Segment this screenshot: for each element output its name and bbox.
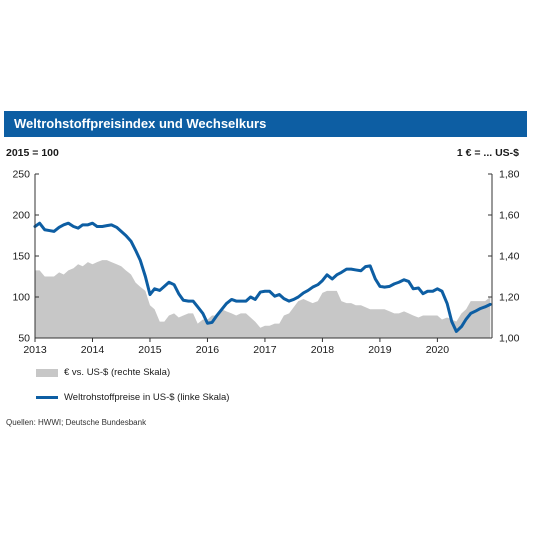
right-tick-label: 1,00 <box>499 333 520 345</box>
x-tick-label: 2015 <box>138 344 162 356</box>
x-tick-label: 2013 <box>23 344 47 356</box>
legend-swatch-line <box>36 396 58 399</box>
x-tick-label: 2019 <box>368 344 392 356</box>
left-tick-label: 150 <box>12 251 30 263</box>
series-exchange-rate-area <box>35 260 491 338</box>
legend-label-exchange-rate: € vs. US-$ (rechte Skala) <box>64 367 171 378</box>
x-tick-label: 2017 <box>253 344 277 356</box>
right-tick-label: 1,40 <box>499 251 520 263</box>
legend-item-commodity-prices: Weltrohstoffpreise in US-$ (linke Skala) <box>36 392 229 403</box>
legend-swatch-area <box>36 368 58 377</box>
source-note: Quellen: HWWI; Deutsche Bundesbank <box>6 418 147 427</box>
left-tick-label: 200 <box>12 210 30 222</box>
right-tick-label: 1,60 <box>499 210 520 222</box>
right-axis-unit: 1 € = ... US-$ <box>456 147 519 159</box>
left-axis-unit: 2015 = 100 <box>6 147 59 159</box>
legend-label-commodity-prices: Weltrohstoffpreise in US-$ (linke Skala) <box>64 392 230 403</box>
series-commodity-prices-line <box>33 221 492 333</box>
left-tick-label: 50 <box>18 333 30 345</box>
right-tick-label: 1,80 <box>499 169 520 181</box>
right-tick-label: 1,20 <box>499 292 520 304</box>
left-tick-label: 250 <box>12 169 30 181</box>
chart-title: Weltrohstoffpreisindex und Wechselkurs <box>4 111 527 137</box>
x-tick-label: 2018 <box>311 344 335 356</box>
tick-layer: 50 100 150 200 250 1,00 1,20 1,40 1,60 1,80 2013 20… <box>12 169 519 357</box>
x-tick-label: 2020 <box>426 344 450 356</box>
x-tick-label: 2016 <box>196 344 220 356</box>
area-layer <box>35 260 491 338</box>
line-layer <box>33 221 492 333</box>
left-tick-label: 100 <box>12 292 30 304</box>
legend-item-exchange-rate: € vs. US-$ (rechte Skala) <box>36 367 170 378</box>
chart-plot: 50 100 150 200 250 1,00 1,20 1,40 1,60 1,80 2013 20… <box>12 169 519 357</box>
x-tick-label: 2014 <box>81 344 105 356</box>
